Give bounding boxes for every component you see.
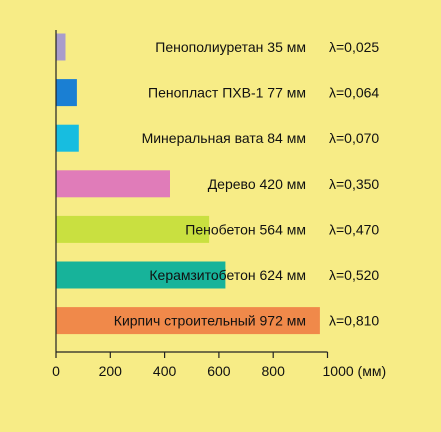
bar-1 <box>56 33 66 61</box>
lambda-label-6: λ=0,520 <box>329 267 379 283</box>
bar-label-3: Минеральная вата 84 мм <box>142 130 306 146</box>
x-tick-label-5: 800 <box>262 363 286 379</box>
lambda-label-3: λ=0,070 <box>329 130 379 146</box>
bar-label-5: Пенобетон 564 мм <box>185 221 306 237</box>
bar-label-4: Дерево 420 мм <box>208 176 306 192</box>
bar-5 <box>56 215 210 243</box>
bar-label-6: Керамзитобетон 624 мм <box>149 267 306 283</box>
bar-4 <box>56 170 170 198</box>
x-tick-label-2: 200 <box>99 363 123 379</box>
lambda-label-5: λ=0,470 <box>329 221 379 237</box>
bar-3 <box>56 124 79 152</box>
lambda-label-7: λ=0,810 <box>329 313 379 329</box>
bar-2 <box>56 79 77 107</box>
bar-label-2: Пенопласт ПХВ-1 77 мм <box>148 85 306 101</box>
bar-6 <box>56 261 226 289</box>
bar-label-7: Кирпич строительный 972 мм <box>114 313 306 329</box>
lambda-label-1: λ=0,025 <box>329 39 379 55</box>
x-tick-label-6: 1000 (мм) <box>323 363 387 379</box>
bar-label-1: Пенополиуретан 35 мм <box>155 39 306 55</box>
x-tick-label-1: 0 <box>52 363 60 379</box>
lambda-label-2: λ=0,064 <box>329 85 379 101</box>
x-tick-label-4: 600 <box>207 363 231 379</box>
lambda-label-4: λ=0,350 <box>329 176 379 192</box>
bar-7 <box>56 307 320 335</box>
x-tick-label-3: 400 <box>153 363 177 379</box>
